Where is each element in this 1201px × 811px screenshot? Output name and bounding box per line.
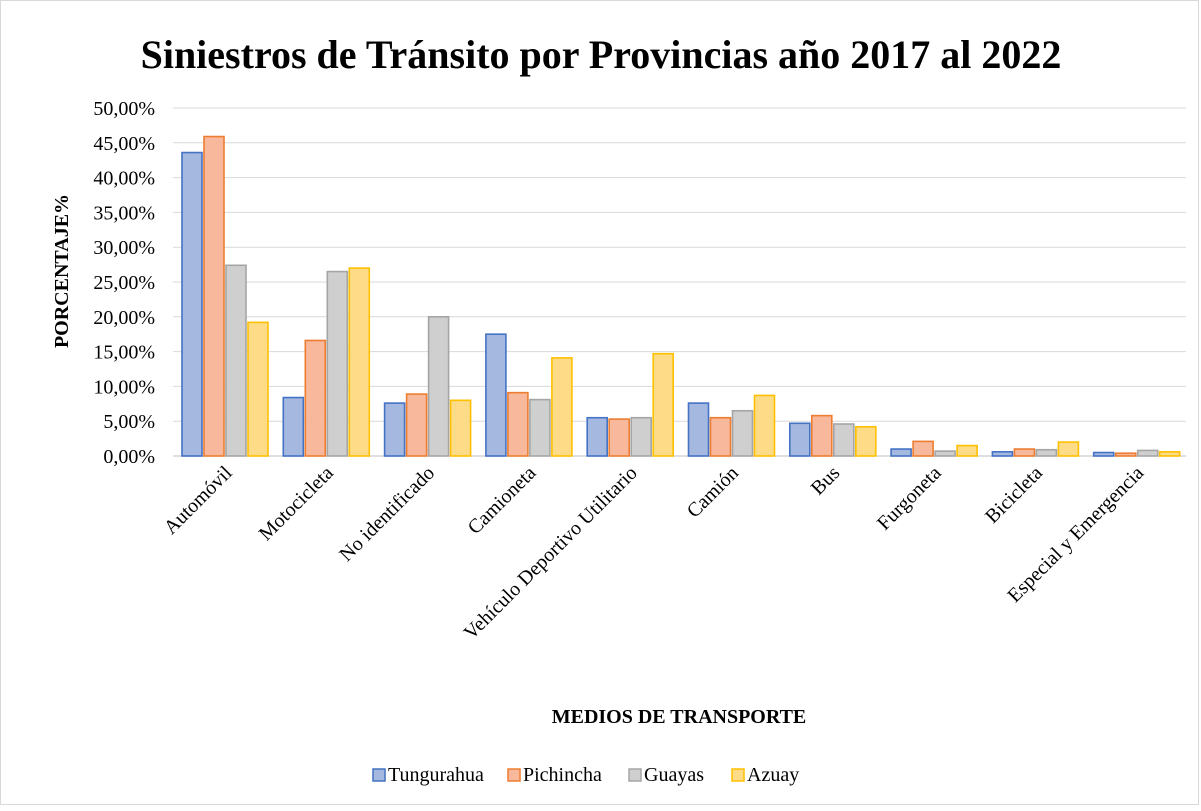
y-tick-label: 20,00%	[93, 307, 155, 329]
legend-label-tungurahua: Tungurahua	[388, 764, 484, 786]
bar-guayas-7	[934, 450, 956, 457]
x-category-label: Camioneta	[464, 462, 541, 539]
legend-label-guayas: Guayas	[644, 764, 704, 786]
y-tick-label: 30,00%	[93, 237, 155, 259]
bar-azuay-6	[854, 425, 877, 457]
bar-pichincha-5	[709, 416, 732, 457]
bar-tungurahua-4	[586, 416, 609, 457]
legend-swatch-tungurahua	[372, 768, 386, 782]
chart-title: Siniestros de Tránsito por Provincias añ…	[141, 32, 1062, 77]
bar-tungurahua-0	[181, 151, 203, 457]
x-category-label: Camión	[683, 462, 743, 522]
bar-guayas-6	[832, 423, 855, 457]
bar-pichincha-4	[608, 418, 631, 457]
bar-azuay-0	[247, 321, 269, 457]
bar-pichincha-9	[1114, 452, 1137, 457]
x-axis-title: MEDIOS DE TRANSPORTE	[552, 706, 807, 728]
y-tick-label: 50,00%	[93, 98, 155, 120]
bar-tungurahua-9	[1092, 451, 1115, 457]
bar-tungurahua-1	[282, 396, 305, 457]
bar-pichincha-2	[405, 393, 428, 457]
bar-azuay-5	[753, 394, 776, 457]
bar-azuay-3	[551, 357, 573, 457]
bar-pichincha-3	[507, 391, 529, 457]
bar-pichincha-0	[203, 135, 225, 457]
bar-pichincha-6	[810, 414, 833, 457]
x-category-label: Vehículo Deportivo Utilitario	[460, 462, 642, 644]
bar-pichincha-7	[912, 440, 934, 457]
bar-tungurahua-5	[687, 402, 710, 457]
legend-swatch-azuay	[731, 768, 745, 782]
bar-guayas-1	[326, 270, 349, 457]
bar-tungurahua-8	[991, 451, 1014, 457]
x-category-label: Automóvil	[160, 462, 237, 539]
y-tick-labels: 0,00% 5,00% 10,00% 15,00% 20,00% 25,00% 30,00%…	[93, 98, 155, 468]
bar-guayas-0	[225, 264, 247, 457]
y-tick-label: 25,00%	[93, 272, 155, 294]
bar-guayas-3	[529, 398, 551, 457]
bar-azuay-4	[652, 352, 675, 457]
bar-tungurahua-2	[383, 402, 406, 457]
bar-tungurahua-3	[485, 333, 507, 457]
y-axis-title: PORCENTAJE%	[51, 194, 73, 348]
bars	[181, 135, 1181, 457]
legend-swatch-pichincha	[507, 768, 521, 782]
bar-pichincha-8	[1013, 448, 1036, 457]
bar-tungurahua-7	[890, 448, 912, 457]
x-category-label: Motocicleta	[255, 462, 338, 545]
legend-swatch-guayas	[628, 768, 642, 782]
y-tick-label: 0,00%	[103, 446, 155, 468]
bar-guayas-2	[427, 315, 450, 457]
y-tick-label: 5,00%	[103, 411, 155, 433]
bar-guayas-5	[731, 409, 754, 457]
x-category-label: No identificado	[335, 462, 439, 566]
bar-pichincha-1	[304, 339, 327, 457]
bar-azuay-7	[956, 444, 978, 457]
bar-azuay-1	[348, 267, 371, 457]
bar-guayas-8	[1035, 448, 1058, 457]
y-tick-label: 10,00%	[93, 376, 155, 398]
x-category-label: Bicicleta	[981, 462, 1047, 528]
legend-label-pichincha: Pichincha	[523, 764, 602, 786]
bar-guayas-4	[630, 416, 653, 457]
legend: Tungurahua Pichincha Guayas Azuay	[372, 764, 799, 786]
y-tick-label: 40,00%	[93, 168, 155, 190]
y-tick-label: 45,00%	[93, 133, 155, 155]
bar-azuay-2	[449, 399, 472, 457]
bar-azuay-8	[1057, 441, 1080, 457]
x-category-label: Bus	[807, 462, 845, 500]
y-tick-label: 15,00%	[93, 342, 155, 364]
x-category-label: Furgoneta	[873, 462, 946, 535]
bar-tungurahua-6	[788, 422, 811, 457]
bar-guayas-9	[1136, 449, 1159, 457]
y-tick-label: 35,00%	[93, 202, 155, 224]
legend-label-azuay: Azuay	[747, 764, 799, 786]
bar-azuay-9	[1158, 451, 1181, 457]
